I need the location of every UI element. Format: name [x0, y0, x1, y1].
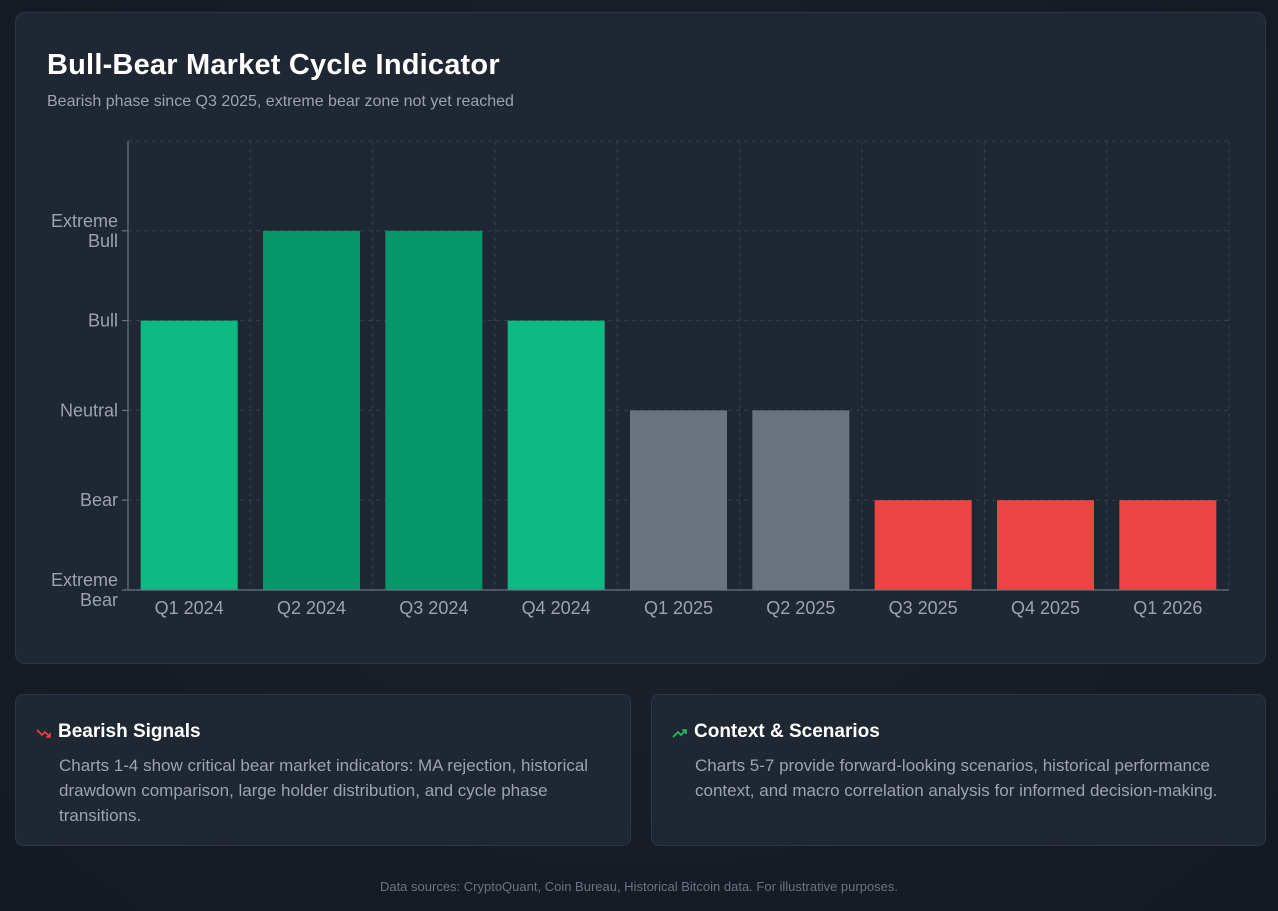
- trending-up-icon: [672, 726, 688, 738]
- x-tick-label: Q2 2025: [766, 598, 835, 618]
- bar: [874, 500, 972, 590]
- x-tick-label: Q1 2024: [155, 598, 224, 618]
- chart-title: Bull-Bear Market Cycle Indicator: [47, 49, 500, 81]
- bar: [140, 320, 238, 590]
- card-header: Bearish Signals: [36, 721, 201, 743]
- bar: [997, 500, 1094, 590]
- context-scenarios-card: Context & Scenarios Charts 5-7 provide f…: [651, 694, 1266, 846]
- y-tick-label: Extreme Bear: [51, 570, 118, 610]
- bar: [1119, 500, 1217, 590]
- y-tick-label: Neutral: [60, 400, 118, 420]
- bar: [630, 410, 727, 590]
- card-title: Bearish Signals: [58, 721, 201, 742]
- card-body: Charts 1-4 show critical bear market ind…: [59, 756, 589, 825]
- chart-subtitle: Bearish phase since Q3 2025, extreme bea…: [47, 93, 514, 110]
- bearish-signals-card: Bearish Signals Charts 1-4 show critical…: [15, 694, 631, 846]
- chart-card: Q1 2024 Q2 2024 Q3 2024 Q4 2024 Q1 2025 Q2 20…: [15, 12, 1266, 664]
- chart-svg: Q1 2024 Q2 2024 Q3 2024 Q4 2024 Q1 2025 Q2 20…: [51, 140, 1230, 618]
- x-tick-label: Q2 2024: [277, 598, 346, 618]
- bar: [507, 320, 605, 590]
- bar: [263, 230, 360, 591]
- card-title: Context & Scenarios: [694, 721, 880, 742]
- x-tick-label: Q1 2025: [644, 598, 713, 618]
- x-tick-label: Q4 2024: [522, 598, 591, 618]
- trending-down-icon: [36, 726, 52, 738]
- card-body: Charts 5-7 provide forward-looking scena…: [695, 756, 1218, 800]
- footer-sources: Data sources: CryptoQuant, Coin Bureau, …: [379, 879, 899, 894]
- x-tick-label: Q3 2024: [399, 598, 468, 618]
- y-tick-label: Bull: [88, 311, 118, 331]
- bar: [385, 230, 483, 591]
- bar: [752, 410, 850, 590]
- x-tick-label: Q4 2025: [1011, 598, 1080, 618]
- card-header: Context & Scenarios: [672, 721, 880, 743]
- y-tick-label: Extreme Bull: [51, 211, 118, 251]
- x-tick-label: Q1 2026: [1133, 598, 1202, 618]
- y-tick-label: Bear: [80, 490, 118, 510]
- x-tick-label: Q3 2025: [889, 598, 958, 618]
